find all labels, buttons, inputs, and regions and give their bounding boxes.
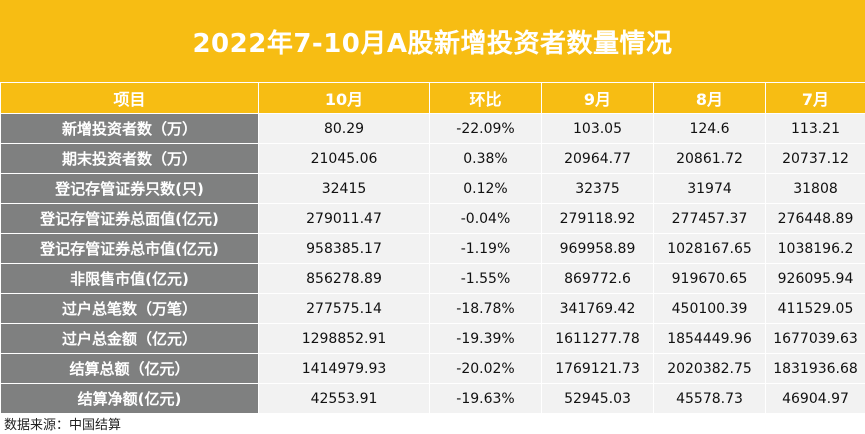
cell-sep: 32375 — [541, 173, 654, 204]
data-source-note: 数据来源：中国结算 — [4, 418, 122, 433]
cell-jul: 113.21 — [765, 113, 865, 144]
investor-table: 项目 10月 环比 9月 8月 7月 新增投资者数（万） 80.29 -22.0… — [0, 82, 865, 414]
table-row: 期末投资者数（万） 21045.06 0.38% 20964.77 20861.… — [0, 143, 865, 174]
cell-oct: 42553.91 — [258, 383, 430, 414]
row-label: 非限售市值(亿元) — [0, 263, 259, 294]
cell-jul: 46904.97 — [765, 383, 865, 414]
row-label: 期末投资者数（万） — [0, 143, 259, 174]
table-row: 结算总额（亿元） 1414979.93 -20.02% 1769121.73 2… — [0, 353, 865, 384]
cell-sep: 869772.6 — [541, 263, 654, 294]
cell-oct: 1298852.91 — [258, 323, 430, 354]
row-label: 新增投资者数（万） — [0, 113, 259, 144]
row-label: 登记存管证券总市值(亿元) — [0, 233, 259, 264]
cell-sep: 20964.77 — [541, 143, 654, 174]
cell-aug: 919670.65 — [653, 263, 766, 294]
table-row: 登记存管证券总市值(亿元) 958385.17 -1.19% 969958.89… — [0, 233, 865, 264]
cell-jul: 20737.12 — [765, 143, 865, 174]
cell-mom: -0.04% — [429, 203, 542, 234]
table-row: 过户总笔数（万笔） 277575.14 -18.78% 341769.42 45… — [0, 293, 865, 324]
cell-aug: 277457.37 — [653, 203, 766, 234]
table-row: 登记存管证券只数(只) 32415 0.12% 32375 31974 3180… — [0, 173, 865, 204]
cell-mom: -1.19% — [429, 233, 542, 264]
table-title: 2022年7-10月A股新增投资者数量情况 — [0, 0, 865, 82]
cell-oct: 1414979.93 — [258, 353, 430, 384]
cell-mom: -20.02% — [429, 353, 542, 384]
cell-oct: 277575.14 — [258, 293, 430, 324]
cell-mom: -1.55% — [429, 263, 542, 294]
cell-jul: 926095.94 — [765, 263, 865, 294]
table-row: 过户总金额（亿元） 1298852.91 -19.39% 1611277.78 … — [0, 323, 865, 354]
cell-aug: 124.6 — [653, 113, 766, 144]
table-row: 结算净额(亿元) 42553.91 -19.63% 52945.03 45578… — [0, 383, 865, 414]
cell-aug: 31974 — [653, 173, 766, 204]
cell-sep: 1769121.73 — [541, 353, 654, 384]
cell-aug: 2020382.75 — [653, 353, 766, 384]
cell-mom: -22.09% — [429, 113, 542, 144]
cell-mom: -19.63% — [429, 383, 542, 414]
cell-oct: 80.29 — [258, 113, 430, 144]
row-label: 结算净额(亿元) — [0, 383, 259, 414]
cell-mom: 0.12% — [429, 173, 542, 204]
cell-sep: 103.05 — [541, 113, 654, 144]
cell-mom: -19.39% — [429, 323, 542, 354]
row-label: 结算总额（亿元） — [0, 353, 259, 384]
cell-sep: 279118.92 — [541, 203, 654, 234]
cell-aug: 20861.72 — [653, 143, 766, 174]
header-row: 项目 10月 环比 9月 8月 7月 — [0, 82, 865, 114]
cell-aug: 45578.73 — [653, 383, 766, 414]
row-label: 登记存管证券总面值(亿元) — [0, 203, 259, 234]
table-row: 非限售市值(亿元) 856278.89 -1.55% 869772.6 9196… — [0, 263, 865, 294]
cell-sep: 1611277.78 — [541, 323, 654, 354]
cell-jul: 276448.89 — [765, 203, 865, 234]
cell-jul: 1677039.63 — [765, 323, 865, 354]
col-header-item: 项目 — [0, 82, 259, 114]
cell-aug: 1854449.96 — [653, 323, 766, 354]
col-header-sep: 9月 — [541, 82, 654, 114]
cell-jul: 1038196.2 — [765, 233, 865, 264]
cell-jul: 411529.05 — [765, 293, 865, 324]
col-header-mom: 环比 — [429, 82, 542, 114]
cell-jul: 1831936.68 — [765, 353, 865, 384]
cell-sep: 969958.89 — [541, 233, 654, 264]
cell-oct: 958385.17 — [258, 233, 430, 264]
cell-oct: 279011.47 — [258, 203, 430, 234]
cell-sep: 341769.42 — [541, 293, 654, 324]
cell-oct: 856278.89 — [258, 263, 430, 294]
col-header-jul: 7月 — [765, 82, 865, 114]
cell-aug: 450100.39 — [653, 293, 766, 324]
cell-jul: 31808 — [765, 173, 865, 204]
row-label: 登记存管证券只数(只) — [0, 173, 259, 204]
cell-aug: 1028167.65 — [653, 233, 766, 264]
cell-oct: 21045.06 — [258, 143, 430, 174]
cell-sep: 52945.03 — [541, 383, 654, 414]
table-row: 新增投资者数（万） 80.29 -22.09% 103.05 124.6 113… — [0, 113, 865, 144]
row-label: 过户总金额（亿元） — [0, 323, 259, 354]
cell-mom: 0.38% — [429, 143, 542, 174]
col-header-aug: 8月 — [653, 82, 766, 114]
cell-oct: 32415 — [258, 173, 430, 204]
row-label: 过户总笔数（万笔） — [0, 293, 259, 324]
col-header-oct: 10月 — [258, 82, 430, 114]
cell-mom: -18.78% — [429, 293, 542, 324]
table-row: 登记存管证券总面值(亿元) 279011.47 -0.04% 279118.92… — [0, 203, 865, 234]
